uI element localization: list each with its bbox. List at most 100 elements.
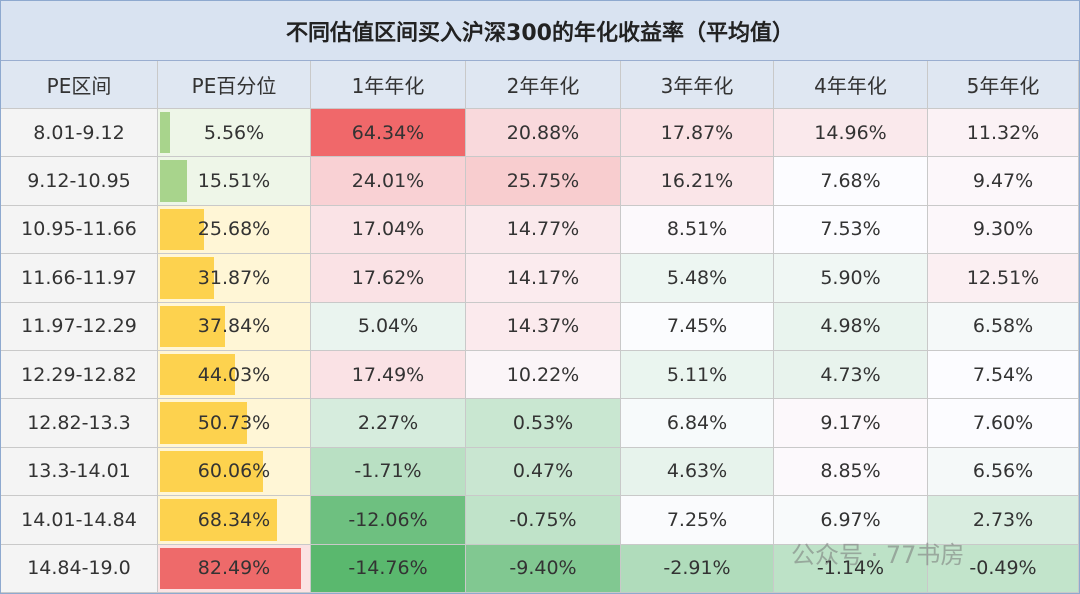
return-cell: -1.14% (774, 544, 928, 593)
cell-text: 6.84% (666, 412, 728, 435)
return-cell: -14.76% (311, 544, 466, 593)
cell-text: 14.01-14.84 (21, 508, 137, 531)
range-cell: 8.01-9.12 (1, 109, 158, 158)
cell-text: 10.95-11.66 (21, 218, 137, 241)
cell-text: 7.25% (666, 508, 728, 531)
cell-text: 5.56% (203, 121, 265, 144)
cell-text: 0.47% (512, 460, 574, 483)
cell-text: 4.63% (666, 460, 728, 483)
column-header: 3年年化 (621, 61, 774, 109)
return-cell: -0.49% (928, 544, 1079, 593)
cell-text: -9.40% (509, 557, 577, 580)
cell-text: 9.47% (972, 170, 1034, 193)
cell-text: 2.73% (972, 508, 1034, 531)
return-cell: 16.21% (621, 157, 774, 206)
cell-text: 11.66-11.97 (21, 266, 137, 289)
return-cell: 10.22% (466, 351, 621, 400)
cell-text: 20.88% (506, 121, 580, 144)
cell-text: 37.84% (197, 315, 271, 338)
range-cell: 10.95-11.66 (1, 205, 158, 255)
cell-text: 8.01-9.12 (33, 121, 125, 144)
cell-text: 9.12-10.95 (27, 170, 131, 193)
cell-text: -0.49% (969, 557, 1037, 580)
percentile-cell: 60.06% (158, 447, 311, 497)
return-cell: 0.47% (466, 447, 621, 497)
cell-text: 11.97-12.29 (21, 315, 137, 338)
return-cell: 7.68% (774, 157, 928, 206)
range-cell: 13.3-14.01 (1, 447, 158, 497)
return-cell: -9.40% (466, 544, 621, 593)
range-cell: 12.29-12.82 (1, 351, 158, 400)
return-cell: 7.60% (928, 399, 1079, 448)
cell-text: 17.87% (660, 121, 734, 144)
return-cell: 5.90% (774, 254, 928, 303)
return-cell: -2.91% (621, 544, 774, 593)
cell-text: 0.53% (512, 412, 574, 435)
return-cell: 0.53% (466, 399, 621, 448)
cell-text: 68.34% (197, 508, 271, 531)
percentile-cell: 5.56% (158, 109, 311, 158)
return-cell: 64.34% (311, 109, 466, 158)
cell-text: 12.51% (966, 266, 1040, 289)
data-bar (160, 257, 215, 299)
cell-text: -1.14% (816, 557, 885, 580)
data-bar (160, 450, 263, 493)
cell-text: 6.58% (972, 315, 1034, 338)
percentile-cell: 15.51% (158, 157, 311, 206)
cell-text: 64.34% (351, 121, 425, 144)
range-cell: 14.01-14.84 (1, 496, 158, 545)
cell-text: 14.96% (814, 121, 887, 144)
return-cell: 6.84% (621, 399, 774, 448)
return-cell: 6.58% (928, 302, 1079, 351)
return-cell: 5.48% (621, 254, 774, 303)
cell-text: 14.37% (506, 315, 580, 338)
return-cell: 20.88% (466, 109, 621, 158)
cell-text: 4.73% (820, 363, 881, 386)
percentile-cell: 25.68% (158, 205, 311, 255)
range-cell: 11.66-11.97 (1, 254, 158, 303)
cell-text: 16.21% (660, 170, 734, 193)
column-header: 1年年化 (311, 61, 466, 109)
cell-text: 2.27% (357, 412, 419, 435)
data-bar (160, 305, 225, 347)
return-cell: 17.62% (311, 254, 466, 303)
return-cell: 7.54% (928, 351, 1079, 400)
return-cell: 17.49% (311, 351, 466, 400)
return-cell: 6.56% (928, 447, 1079, 497)
cell-text: 17.49% (351, 363, 425, 386)
return-cell: 7.53% (774, 205, 928, 255)
data-bar (160, 547, 301, 589)
cell-text: 7.45% (666, 315, 728, 338)
return-cell: 14.77% (466, 205, 621, 255)
cell-text: 14.17% (506, 266, 580, 289)
cell-text: 5.90% (820, 266, 881, 289)
cell-text: 9.30% (972, 218, 1034, 241)
cell-text: 7.68% (820, 170, 881, 193)
cell-text: 5.11% (666, 363, 728, 386)
return-cell: 6.97% (774, 496, 928, 545)
cell-text: 82.49% (197, 557, 271, 580)
cell-text: 9.17% (820, 412, 881, 435)
cell-text: 25.75% (506, 170, 580, 193)
return-cell: 4.73% (774, 351, 928, 400)
cell-text: 5.48% (666, 266, 728, 289)
return-cell: 9.47% (928, 157, 1079, 206)
return-cell: 14.37% (466, 302, 621, 351)
cell-text: -14.76% (348, 557, 428, 580)
cell-text: 50.73% (197, 412, 271, 435)
return-cell: 4.63% (621, 447, 774, 497)
return-cell: 17.04% (311, 205, 466, 255)
return-cell: 2.73% (928, 496, 1079, 545)
column-header: 2年年化 (466, 61, 621, 109)
cell-text: 14.84-19.0 (27, 557, 131, 580)
data-bar (160, 160, 187, 202)
cell-text: 17.04% (351, 218, 425, 241)
data-bar (160, 112, 170, 154)
data-bar (160, 499, 277, 541)
cell-text: 7.54% (972, 363, 1034, 386)
range-cell: 9.12-10.95 (1, 157, 158, 206)
return-cell: -0.75% (466, 496, 621, 545)
return-cell: 5.04% (311, 302, 466, 351)
return-cell: -12.06% (311, 496, 466, 545)
column-header: 4年年化 (774, 61, 928, 109)
